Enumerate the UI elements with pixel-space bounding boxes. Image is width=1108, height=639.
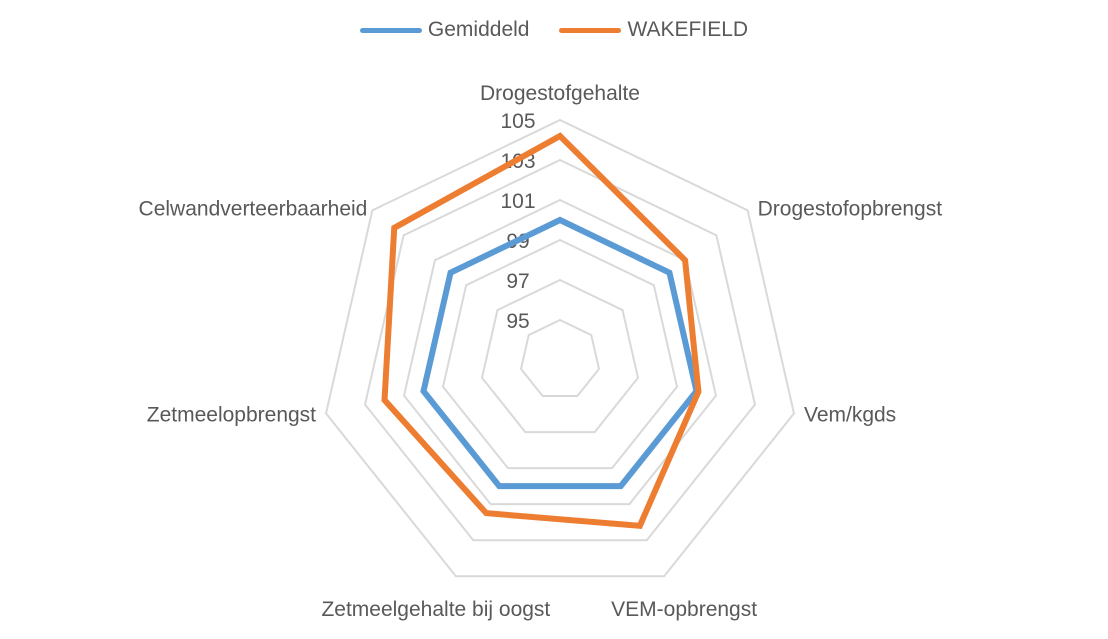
grid-ring-97 bbox=[480, 278, 640, 434]
category-label: Zetmeelgehalte bij oogst bbox=[321, 598, 550, 621]
legend-swatch-wakefield bbox=[559, 27, 622, 33]
legend-label-wakefield: WAKEFIELD bbox=[627, 18, 749, 41]
category-label: Zetmeelopbrengst bbox=[147, 403, 316, 426]
grid-ring-95 bbox=[519, 318, 601, 398]
grid-ring-105 bbox=[324, 118, 796, 578]
series-line-wakefield bbox=[381, 132, 702, 529]
category-label: Drogestofopbrengst bbox=[758, 197, 943, 220]
category-label: VEM-opbrengst bbox=[611, 598, 757, 621]
legend-item-gemiddeld: Gemiddeld bbox=[359, 18, 530, 42]
legend-label-gemiddeld: Gemiddeld bbox=[427, 18, 530, 41]
category-label: Drogestofgehalte bbox=[480, 82, 640, 105]
category-label: Celwandverteerbaarheid bbox=[139, 197, 368, 220]
tick-label: 97 bbox=[506, 270, 529, 293]
grid-ring-103 bbox=[363, 158, 757, 542]
tick-label: 105 bbox=[500, 110, 535, 133]
tick-label: 95 bbox=[506, 310, 529, 333]
legend: Gemiddeld WAKEFIELD bbox=[0, 18, 1108, 42]
legend-swatch-gemiddeld bbox=[359, 27, 422, 33]
series-line-gemiddeld bbox=[420, 216, 700, 490]
tick-label: 101 bbox=[500, 190, 535, 213]
legend-item-wakefield: WAKEFIELD bbox=[559, 18, 748, 42]
grid-ring-99 bbox=[441, 238, 679, 470]
category-label: Vem/kgds bbox=[804, 403, 896, 426]
